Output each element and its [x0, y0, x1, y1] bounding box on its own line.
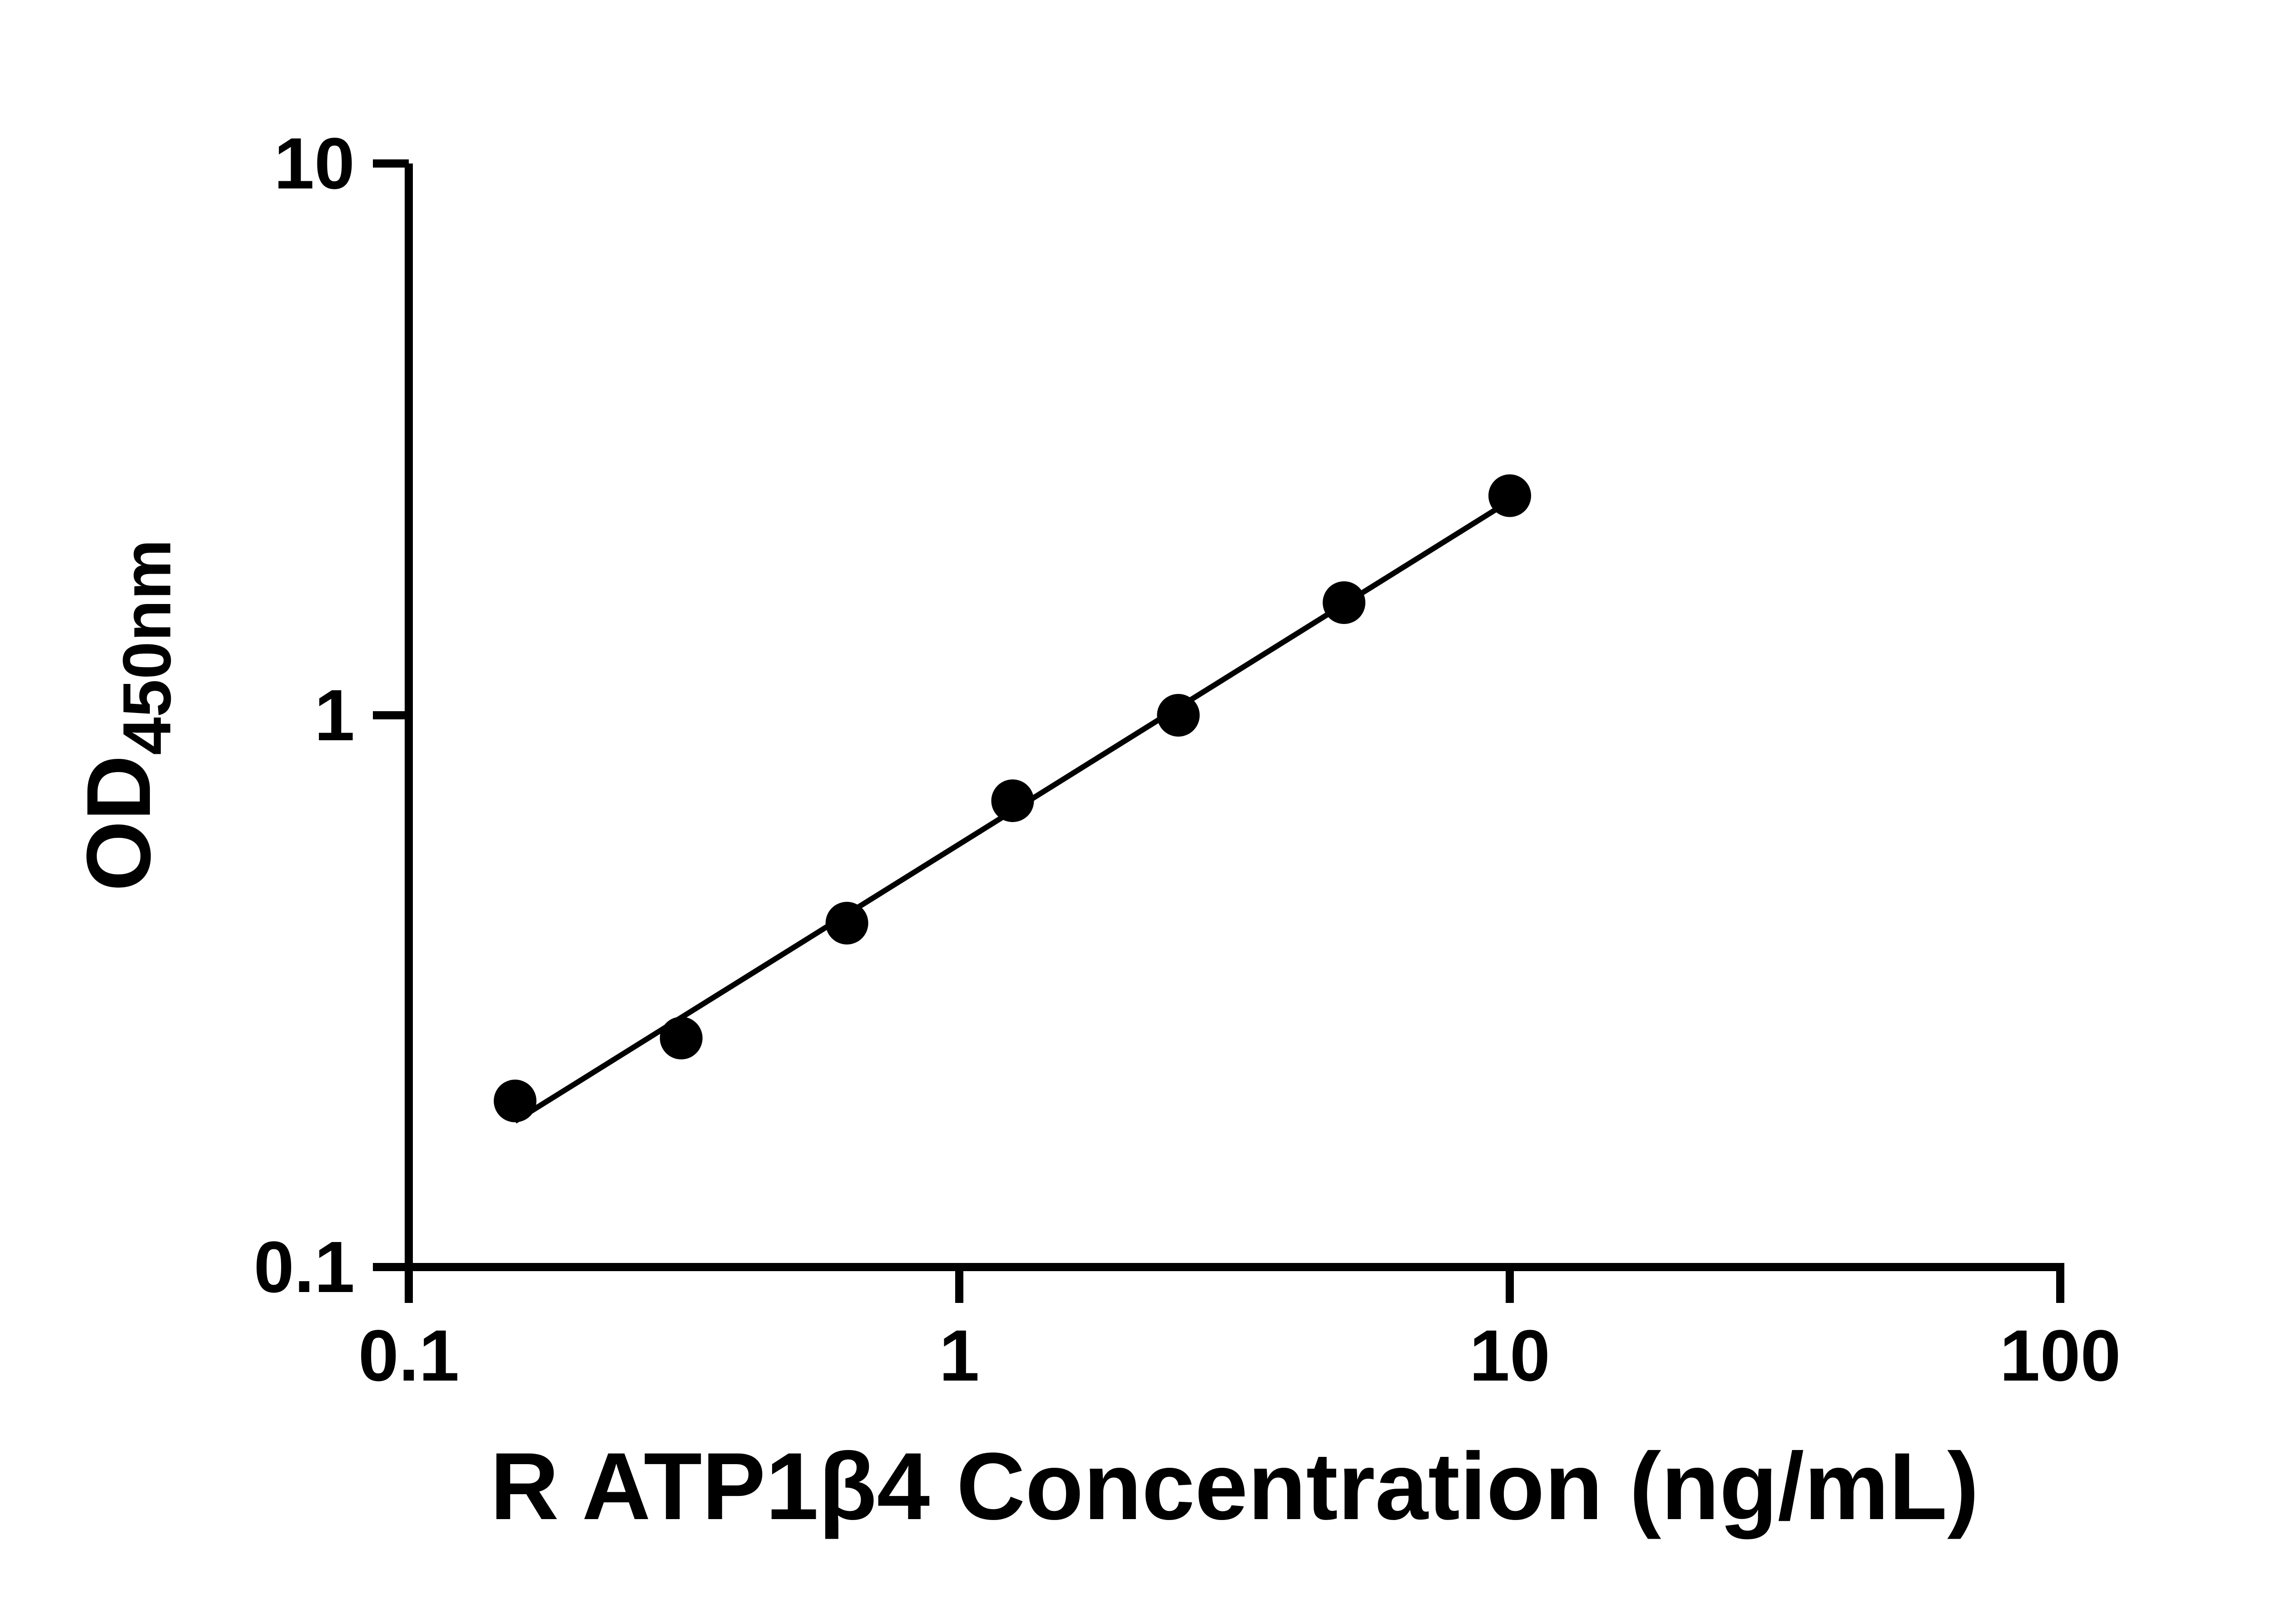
y-tick-label: 0.1	[254, 1226, 355, 1307]
y-axis-title-subscript: 450nm	[109, 539, 185, 755]
data-point	[1488, 474, 1531, 517]
y-tick-label: 10	[274, 123, 355, 204]
x-tick-label: 0.1	[358, 1315, 459, 1396]
x-axis-title: R ATP1β4 Concentration (ng/mL)	[490, 1433, 1979, 1540]
x-tick-label: 10	[1469, 1315, 1550, 1396]
x-tick-label: 1	[939, 1315, 980, 1396]
x-tick-label: 100	[2000, 1315, 2121, 1396]
data-point	[1157, 694, 1200, 737]
y-axis-title-main: OD	[68, 755, 169, 891]
data-point	[494, 1079, 537, 1123]
data-point	[991, 779, 1034, 822]
data-point	[659, 1016, 703, 1060]
series-standard-curve	[494, 474, 1531, 1124]
data-point	[1323, 581, 1366, 624]
y-tick-label: 1	[314, 674, 355, 756]
axes: 0.1 1 10 100 0.1 1 10	[254, 123, 2121, 1396]
data-point	[825, 901, 868, 945]
y-axis-title: OD450nm	[68, 539, 185, 891]
